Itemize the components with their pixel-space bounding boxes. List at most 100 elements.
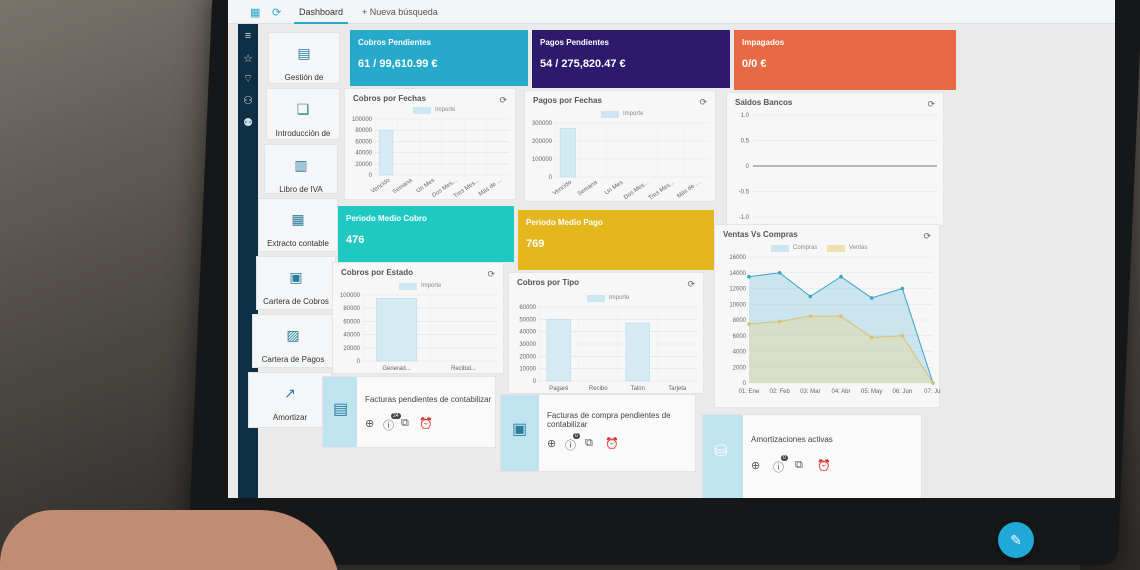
info-icon[interactable]: ⓘ bbox=[383, 420, 394, 432]
series-point bbox=[808, 294, 813, 299]
refresh-icon[interactable]: ⟳ bbox=[927, 99, 935, 109]
tab-dashboard[interactable]: Dashboard bbox=[294, 0, 348, 24]
y-tick-label: 50000 bbox=[519, 317, 536, 323]
alarm-icon[interactable]: ⏰ bbox=[817, 460, 831, 472]
y-tick-label: 0 bbox=[357, 359, 361, 365]
x-tick-label: 07: Jul bbox=[924, 389, 941, 395]
tile-periodo-medio-pago[interactable]: Periodo Medio Pago 769 bbox=[518, 210, 714, 270]
widget-facturas-pendientes[interactable]: ▤ Facturas pendientes de contabilizar ⊕ … bbox=[322, 376, 496, 448]
inbox-icon: ▣ bbox=[512, 421, 528, 438]
series-point bbox=[777, 319, 782, 324]
refresh-icon[interactable]: ⟳ bbox=[487, 269, 495, 279]
series-point bbox=[808, 314, 813, 318]
shortcut-cartera-pagos[interactable]: ▨ Cartera de Pagos bbox=[252, 314, 334, 368]
shortcut-libro-iva[interactable]: ▥ Libro de IVA bbox=[264, 144, 338, 194]
x-tick-label: Semana bbox=[392, 177, 414, 195]
chart-cobros-estado: 100000 80000 60000 40000 20000 0 Generad... Rec… bbox=[340, 293, 497, 372]
tile-title: Impagados bbox=[742, 38, 785, 47]
tile-value: 476 bbox=[346, 234, 365, 246]
group-icon[interactable]: ⚉ bbox=[243, 117, 253, 129]
info-icon[interactable]: ⓘ bbox=[773, 462, 784, 474]
ledger-icon: ▦ bbox=[291, 211, 305, 227]
widget-amortizaciones[interactable]: ⛁ Amortizaciones activas ⊕ ⓘ 0 ⧉ ⏰ bbox=[702, 414, 922, 498]
tile-impagados[interactable]: Impagados 0/0 € bbox=[734, 30, 956, 90]
series-point bbox=[900, 333, 905, 338]
shortcut-cartera-cobros[interactable]: ▣ Cartera de Cobros bbox=[256, 256, 336, 310]
series-point bbox=[900, 286, 905, 291]
portfolio-icon: ▣ bbox=[289, 269, 303, 285]
card-title: Ventas Vs Compras bbox=[723, 230, 798, 239]
shortcut-label: Libro de IVA bbox=[279, 185, 323, 194]
y-tick-label: 60000 bbox=[343, 319, 360, 325]
shortcut-gestion-asientos[interactable]: ▤ Gestión de Asientos bbox=[268, 32, 340, 100]
x-tick-label: Más de ... bbox=[676, 180, 701, 200]
tile-title: Cobros Pendientes bbox=[358, 38, 431, 47]
y-tick-label: 300000 bbox=[532, 121, 553, 127]
add-icon[interactable]: ⊕ bbox=[365, 418, 375, 430]
refresh-icon[interactable]: ⟳ bbox=[687, 279, 695, 289]
y-tick-label: 40000 bbox=[519, 330, 536, 336]
invoice-icon-panel: ▤ bbox=[323, 377, 357, 447]
tile-value: 769 bbox=[526, 238, 545, 250]
add-icon[interactable]: ⊕ bbox=[751, 460, 761, 472]
x-tick-label: Pagaré bbox=[549, 386, 569, 392]
tile-title: Periodo Medio Cobro bbox=[346, 214, 427, 223]
shortcut-label: Cartera de Pagos bbox=[261, 355, 325, 364]
x-tick-label: 04: Abr bbox=[831, 389, 850, 395]
refresh-icon[interactable]: ⟳ bbox=[699, 97, 707, 107]
y-tick-label: 8000 bbox=[733, 318, 747, 324]
alarm-icon[interactable]: ⏰ bbox=[419, 418, 433, 430]
star-icon[interactable]: ☆ bbox=[243, 53, 253, 65]
users-icon[interactable]: ⚇ bbox=[243, 95, 253, 107]
x-tick-label: 03: Mar bbox=[800, 389, 820, 395]
coins-icon: ⛁ bbox=[714, 443, 728, 460]
legend-label-ventas: Ventas bbox=[849, 245, 868, 251]
widget-facturas-compra[interactable]: ▣ Facturas de compra pendientes de conta… bbox=[500, 394, 696, 472]
menu-icon[interactable]: ≡ bbox=[244, 30, 252, 42]
shortcut-extracto-contable[interactable]: ▦ Extracto contable bbox=[258, 198, 338, 252]
chart-cobros-tipo: 60000 50000 40000 30000 20000 10000 0 Pagaré Rec… bbox=[519, 305, 697, 392]
legend-swatch bbox=[601, 111, 619, 118]
edit-icon[interactable]: ⧉ bbox=[401, 417, 409, 429]
refresh-icon[interactable]: ⟳ bbox=[499, 95, 507, 105]
legend-label: Importe bbox=[609, 295, 630, 301]
edit-icon[interactable]: ⧉ bbox=[795, 459, 803, 471]
chart-ventas-compras: 16000 14000 12000 10000 8000 6000 4000 2000 0 01:… bbox=[729, 255, 941, 395]
edit-icon[interactable]: ⧉ bbox=[585, 437, 593, 449]
legend-label: Importe bbox=[623, 111, 644, 117]
x-tick-label: 06: Jun bbox=[892, 389, 912, 395]
y-tick-label: 40000 bbox=[343, 333, 360, 339]
bar bbox=[376, 298, 417, 362]
document-icon: ▤ bbox=[297, 45, 311, 61]
tile-title: Periodo Medio Pago bbox=[526, 218, 603, 227]
shortcut-introduccion-asientos[interactable]: ❏ Introducción de asie... bbox=[266, 88, 340, 156]
refresh-icon[interactable]: ⟳ bbox=[272, 7, 282, 19]
y-tick-label: 80000 bbox=[343, 306, 360, 312]
tab-new-search[interactable]: + Nueva búsqueda bbox=[362, 7, 438, 17]
wifi-icon[interactable]: ⌔ bbox=[242, 73, 254, 85]
grid-icon[interactable]: ▦ bbox=[250, 7, 261, 19]
bar bbox=[546, 319, 571, 382]
y-tick-label: 0 bbox=[533, 379, 537, 385]
y-tick-label: 20000 bbox=[355, 162, 372, 168]
refresh-icon[interactable]: ⟳ bbox=[923, 231, 931, 241]
add-icon[interactable]: ⊕ bbox=[547, 438, 557, 450]
y-tick-label: 14000 bbox=[729, 271, 746, 277]
legend-label-compras: Compras bbox=[793, 245, 818, 251]
card-pagos-fechas: Pagos por Fechas ⟳ Importe 300000 200000 1… bbox=[524, 90, 716, 202]
y-tick-label: 12000 bbox=[729, 287, 746, 293]
card-saldos-bancos: Saldos Bancos ⟳ 1.0 0.5 0 -0.5 -1.0 bbox=[726, 92, 944, 226]
y-tick-label: 100000 bbox=[352, 117, 373, 123]
info-icon[interactable]: ⓘ bbox=[565, 440, 576, 452]
tile-cobros-pendientes[interactable]: Cobros Pendientes 61 / 99,610.99 € bbox=[350, 30, 528, 86]
tile-pagos-pendientes[interactable]: Pagos Pendientes 54 / 275,820.47 € bbox=[532, 30, 730, 88]
tile-periodo-medio-cobro[interactable]: Periodo Medio Cobro 476 bbox=[338, 206, 514, 262]
shortcut-amortizar[interactable]: ↗ Amortizar bbox=[248, 372, 332, 428]
x-tick-label: Tarjeta bbox=[668, 386, 687, 392]
invoice-icon: ▤ bbox=[333, 401, 349, 418]
chart-saldos-bancos: 1.0 0.5 0 -0.5 -1.0 bbox=[739, 113, 937, 221]
edit-fab-button[interactable]: ✎ bbox=[998, 522, 1034, 558]
alarm-icon[interactable]: ⏰ bbox=[605, 438, 619, 450]
x-tick-label: Recibid... bbox=[451, 366, 476, 372]
